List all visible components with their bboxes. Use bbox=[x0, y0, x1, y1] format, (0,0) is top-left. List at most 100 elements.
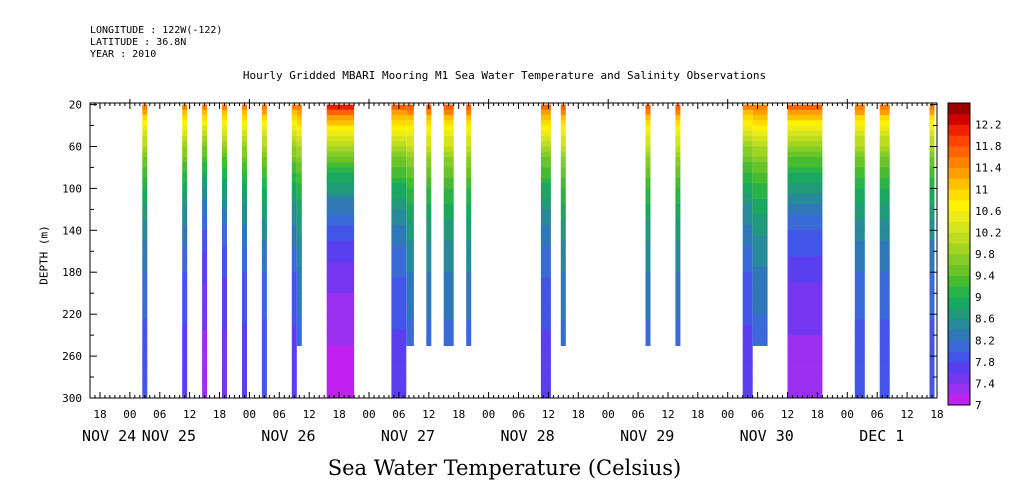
data-cell bbox=[391, 109, 407, 116]
data-cell bbox=[752, 251, 768, 257]
data-segment bbox=[202, 104, 208, 399]
data-cell bbox=[540, 167, 551, 173]
data-cell bbox=[787, 130, 823, 137]
data-cell bbox=[675, 282, 681, 289]
data-cell bbox=[645, 162, 651, 168]
data-cell bbox=[466, 308, 472, 315]
data-cell bbox=[466, 198, 472, 205]
data-cell bbox=[291, 240, 297, 247]
axis-layer: 18 00 06 12 18 00 06 12 18 00 06 12 18 00 06 12 18 00 06 12… bbox=[62, 99, 944, 445]
data-cell bbox=[242, 104, 247, 111]
data-cell bbox=[560, 209, 566, 215]
data-cell bbox=[142, 188, 148, 194]
data-cell bbox=[675, 136, 681, 142]
data-cell bbox=[854, 277, 865, 284]
data-cell bbox=[326, 157, 355, 163]
data-cell bbox=[540, 141, 551, 147]
data-cell bbox=[222, 198, 227, 205]
data-cell bbox=[222, 109, 227, 116]
data-cell bbox=[261, 136, 267, 142]
data-cell bbox=[787, 319, 823, 325]
data-cell bbox=[854, 125, 865, 132]
data-cell bbox=[854, 308, 865, 315]
data-cell bbox=[182, 366, 188, 373]
data-cell bbox=[443, 136, 454, 142]
data-cell bbox=[675, 272, 681, 278]
data-cell bbox=[675, 277, 681, 284]
data-cell bbox=[443, 209, 454, 215]
data-cell bbox=[291, 214, 297, 221]
x-tick-label: 18 bbox=[213, 408, 226, 421]
data-cell bbox=[142, 235, 148, 242]
data-cell bbox=[242, 356, 247, 362]
data-cell bbox=[261, 267, 267, 273]
data-cell bbox=[222, 104, 227, 111]
data-segment bbox=[242, 104, 247, 399]
colorbar-swatch bbox=[948, 286, 970, 298]
data-cell bbox=[443, 298, 454, 304]
data-cell bbox=[222, 293, 227, 299]
data-cell bbox=[222, 340, 227, 346]
data-cell bbox=[675, 293, 681, 299]
data-cell bbox=[291, 282, 297, 289]
data-cell bbox=[406, 293, 414, 299]
data-cell bbox=[142, 382, 148, 388]
data-cell bbox=[443, 319, 454, 325]
data-cell bbox=[787, 193, 823, 200]
data-cell bbox=[261, 115, 267, 121]
data-cell bbox=[443, 167, 454, 173]
data-cell bbox=[752, 162, 768, 168]
data-cell bbox=[879, 198, 890, 205]
data-cell bbox=[391, 151, 407, 158]
data-cell bbox=[742, 177, 753, 184]
data-cell bbox=[466, 136, 472, 142]
data-cell bbox=[787, 240, 823, 247]
data-cell bbox=[182, 136, 188, 142]
data-cell bbox=[742, 125, 753, 132]
data-cell bbox=[560, 288, 566, 294]
data-cell bbox=[466, 125, 472, 132]
data-cell bbox=[540, 125, 551, 132]
data-cell bbox=[426, 251, 432, 257]
data-cell bbox=[854, 293, 865, 299]
x-day-label: NOV 25 bbox=[142, 427, 196, 445]
data-cell bbox=[560, 188, 566, 194]
data-cell bbox=[242, 172, 247, 179]
data-cell bbox=[854, 387, 865, 394]
data-cell bbox=[326, 314, 355, 320]
data-cell bbox=[742, 209, 753, 215]
data-cell bbox=[645, 188, 651, 194]
data-cell bbox=[406, 198, 414, 205]
data-cell bbox=[406, 151, 414, 158]
x-tick-label: 06 bbox=[751, 408, 764, 421]
data-cell bbox=[645, 157, 651, 163]
data-cell bbox=[443, 172, 454, 179]
data-cell bbox=[202, 209, 208, 215]
data-cell bbox=[391, 371, 407, 378]
data-cell bbox=[391, 157, 407, 163]
data-cell bbox=[540, 177, 551, 184]
data-cell bbox=[426, 288, 432, 294]
data-cell bbox=[645, 225, 651, 231]
data-cell bbox=[540, 256, 551, 263]
data-cell bbox=[242, 125, 247, 132]
data-cell bbox=[645, 177, 651, 184]
x-tick-label: 12 bbox=[422, 408, 435, 421]
data-cell bbox=[787, 209, 823, 215]
data-cell bbox=[879, 120, 890, 126]
data-cell bbox=[202, 335, 208, 341]
data-cell bbox=[296, 177, 302, 184]
data-cell bbox=[202, 204, 208, 210]
data-cell bbox=[142, 219, 148, 226]
data-cell bbox=[391, 308, 407, 315]
data-cell bbox=[879, 366, 890, 373]
data-cell bbox=[742, 146, 753, 153]
data-cell bbox=[391, 298, 407, 304]
data-cell bbox=[929, 308, 935, 315]
data-cell bbox=[426, 329, 432, 336]
data-cell bbox=[391, 240, 407, 247]
data-cell bbox=[291, 225, 297, 231]
data-cell bbox=[645, 329, 651, 336]
data-cell bbox=[752, 115, 768, 121]
data-cell bbox=[879, 209, 890, 215]
